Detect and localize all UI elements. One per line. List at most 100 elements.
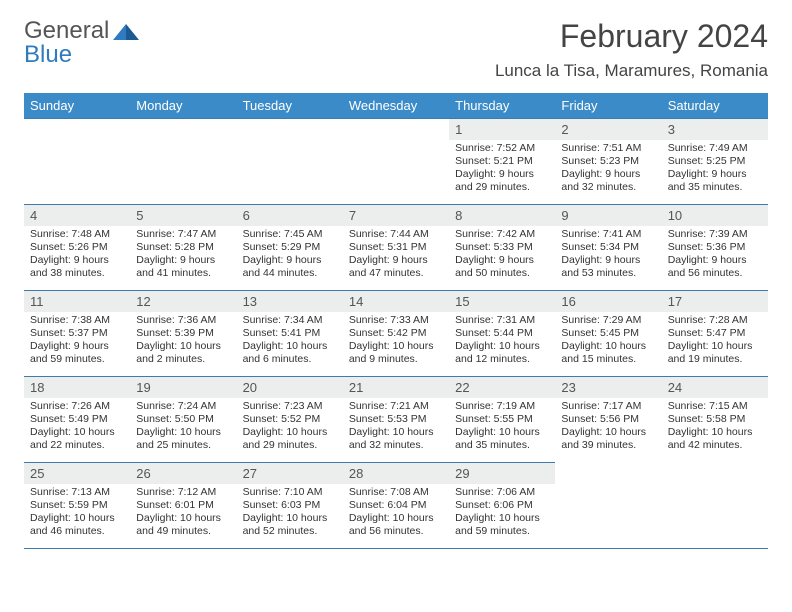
day-number: 12 bbox=[130, 291, 236, 312]
sunset-text: Sunset: 5:49 PM bbox=[30, 413, 124, 426]
sunrise-text: Sunrise: 7:12 AM bbox=[136, 486, 230, 499]
day-info: Sunrise: 7:19 AMSunset: 5:55 PMDaylight:… bbox=[449, 398, 555, 457]
sunrise-text: Sunrise: 7:06 AM bbox=[455, 486, 549, 499]
logo-word-2: Blue bbox=[24, 42, 109, 68]
day-cell: 2Sunrise: 7:51 AMSunset: 5:23 PMDaylight… bbox=[555, 118, 661, 204]
day-cell: 24Sunrise: 7:15 AMSunset: 5:58 PMDayligh… bbox=[662, 376, 768, 462]
weekday-header: Monday bbox=[130, 93, 236, 118]
day-number: 23 bbox=[555, 377, 661, 398]
day-cell: 26Sunrise: 7:12 AMSunset: 6:01 PMDayligh… bbox=[130, 462, 236, 548]
sunset-text: Sunset: 6:04 PM bbox=[349, 499, 443, 512]
sunset-text: Sunset: 5:59 PM bbox=[30, 499, 124, 512]
day-number: 1 bbox=[449, 119, 555, 140]
daylight-text: Daylight: 10 hours bbox=[136, 512, 230, 525]
daylight-text: and 15 minutes. bbox=[561, 353, 655, 366]
daylight-text: Daylight: 9 hours bbox=[136, 254, 230, 267]
sunrise-text: Sunrise: 7:33 AM bbox=[349, 314, 443, 327]
logo-word-1: General bbox=[24, 17, 109, 44]
logo-text: General Blue bbox=[24, 18, 109, 69]
daylight-text: and 38 minutes. bbox=[30, 267, 124, 280]
day-cell: 6Sunrise: 7:45 AMSunset: 5:29 PMDaylight… bbox=[237, 204, 343, 290]
day-number: 27 bbox=[237, 463, 343, 484]
sunset-text: Sunset: 5:23 PM bbox=[561, 155, 655, 168]
day-cell: 19Sunrise: 7:24 AMSunset: 5:50 PMDayligh… bbox=[130, 376, 236, 462]
daylight-text: Daylight: 10 hours bbox=[243, 512, 337, 525]
daylight-text: Daylight: 10 hours bbox=[349, 340, 443, 353]
daylight-text: Daylight: 10 hours bbox=[136, 340, 230, 353]
daylight-text: and 29 minutes. bbox=[243, 439, 337, 452]
weekday-header: Friday bbox=[555, 93, 661, 118]
daylight-text: Daylight: 10 hours bbox=[455, 512, 549, 525]
day-number: 7 bbox=[343, 205, 449, 226]
day-cell: 20Sunrise: 7:23 AMSunset: 5:52 PMDayligh… bbox=[237, 376, 343, 462]
daylight-text: and 25 minutes. bbox=[136, 439, 230, 452]
sunset-text: Sunset: 5:55 PM bbox=[455, 413, 549, 426]
day-number: 17 bbox=[662, 291, 768, 312]
day-number: 10 bbox=[662, 205, 768, 226]
day-info: Sunrise: 7:31 AMSunset: 5:44 PMDaylight:… bbox=[449, 312, 555, 371]
daylight-text: Daylight: 9 hours bbox=[349, 254, 443, 267]
sunset-text: Sunset: 6:06 PM bbox=[455, 499, 549, 512]
sunrise-text: Sunrise: 7:51 AM bbox=[561, 142, 655, 155]
daylight-text: and 50 minutes. bbox=[455, 267, 549, 280]
daylight-text: Daylight: 10 hours bbox=[349, 426, 443, 439]
daylight-text: and 12 minutes. bbox=[455, 353, 549, 366]
sunset-text: Sunset: 5:52 PM bbox=[243, 413, 337, 426]
day-cell: 8Sunrise: 7:42 AMSunset: 5:33 PMDaylight… bbox=[449, 204, 555, 290]
weekday-header-row: SundayMondayTuesdayWednesdayThursdayFrid… bbox=[24, 93, 768, 118]
daylight-text: and 56 minutes. bbox=[349, 525, 443, 538]
sunrise-text: Sunrise: 7:31 AM bbox=[455, 314, 549, 327]
day-number: 28 bbox=[343, 463, 449, 484]
sunset-text: Sunset: 5:39 PM bbox=[136, 327, 230, 340]
sunrise-text: Sunrise: 7:36 AM bbox=[136, 314, 230, 327]
day-cell: 23Sunrise: 7:17 AMSunset: 5:56 PMDayligh… bbox=[555, 376, 661, 462]
day-info: Sunrise: 7:29 AMSunset: 5:45 PMDaylight:… bbox=[555, 312, 661, 371]
day-cell: 9Sunrise: 7:41 AMSunset: 5:34 PMDaylight… bbox=[555, 204, 661, 290]
day-info: Sunrise: 7:36 AMSunset: 5:39 PMDaylight:… bbox=[130, 312, 236, 371]
sunrise-text: Sunrise: 7:41 AM bbox=[561, 228, 655, 241]
sunrise-text: Sunrise: 7:39 AM bbox=[668, 228, 762, 241]
daylight-text: Daylight: 9 hours bbox=[668, 254, 762, 267]
day-info: Sunrise: 7:12 AMSunset: 6:01 PMDaylight:… bbox=[130, 484, 236, 543]
sunset-text: Sunset: 5:44 PM bbox=[455, 327, 549, 340]
day-info: Sunrise: 7:38 AMSunset: 5:37 PMDaylight:… bbox=[24, 312, 130, 371]
daylight-text: and 29 minutes. bbox=[455, 181, 549, 194]
calendar-grid: 1Sunrise: 7:52 AMSunset: 5:21 PMDaylight… bbox=[24, 118, 768, 549]
day-info: Sunrise: 7:13 AMSunset: 5:59 PMDaylight:… bbox=[24, 484, 130, 543]
day-number: 21 bbox=[343, 377, 449, 398]
day-info: Sunrise: 7:17 AMSunset: 5:56 PMDaylight:… bbox=[555, 398, 661, 457]
day-info: Sunrise: 7:44 AMSunset: 5:31 PMDaylight:… bbox=[343, 226, 449, 285]
daylight-text: and 47 minutes. bbox=[349, 267, 443, 280]
daylight-text: and 41 minutes. bbox=[136, 267, 230, 280]
day-cell: 16Sunrise: 7:29 AMSunset: 5:45 PMDayligh… bbox=[555, 290, 661, 376]
day-info: Sunrise: 7:34 AMSunset: 5:41 PMDaylight:… bbox=[237, 312, 343, 371]
day-info: Sunrise: 7:39 AMSunset: 5:36 PMDaylight:… bbox=[662, 226, 768, 285]
sunrise-text: Sunrise: 7:42 AM bbox=[455, 228, 549, 241]
day-info: Sunrise: 7:10 AMSunset: 6:03 PMDaylight:… bbox=[237, 484, 343, 543]
day-info: Sunrise: 7:21 AMSunset: 5:53 PMDaylight:… bbox=[343, 398, 449, 457]
day-info: Sunrise: 7:51 AMSunset: 5:23 PMDaylight:… bbox=[555, 140, 661, 199]
sunset-text: Sunset: 5:58 PM bbox=[668, 413, 762, 426]
daylight-text: and 53 minutes. bbox=[561, 267, 655, 280]
weekday-header: Thursday bbox=[449, 93, 555, 118]
sunset-text: Sunset: 5:56 PM bbox=[561, 413, 655, 426]
day-info: Sunrise: 7:52 AMSunset: 5:21 PMDaylight:… bbox=[449, 140, 555, 199]
day-number: 11 bbox=[24, 291, 130, 312]
daylight-text: and 9 minutes. bbox=[349, 353, 443, 366]
sunset-text: Sunset: 5:36 PM bbox=[668, 241, 762, 254]
sunrise-text: Sunrise: 7:23 AM bbox=[243, 400, 337, 413]
empty-cell bbox=[237, 118, 343, 204]
logo: General Blue bbox=[24, 18, 139, 69]
day-cell: 25Sunrise: 7:13 AMSunset: 5:59 PMDayligh… bbox=[24, 462, 130, 548]
day-info: Sunrise: 7:41 AMSunset: 5:34 PMDaylight:… bbox=[555, 226, 661, 285]
empty-cell bbox=[24, 118, 130, 204]
location-subtitle: Lunca la Tisa, Maramures, Romania bbox=[495, 61, 768, 81]
sunset-text: Sunset: 5:29 PM bbox=[243, 241, 337, 254]
sunrise-text: Sunrise: 7:26 AM bbox=[30, 400, 124, 413]
day-info: Sunrise: 7:28 AMSunset: 5:47 PMDaylight:… bbox=[662, 312, 768, 371]
sunset-text: Sunset: 5:28 PM bbox=[136, 241, 230, 254]
day-number: 22 bbox=[449, 377, 555, 398]
sunrise-text: Sunrise: 7:47 AM bbox=[136, 228, 230, 241]
daylight-text: Daylight: 10 hours bbox=[243, 426, 337, 439]
daylight-text: and 32 minutes. bbox=[561, 181, 655, 194]
